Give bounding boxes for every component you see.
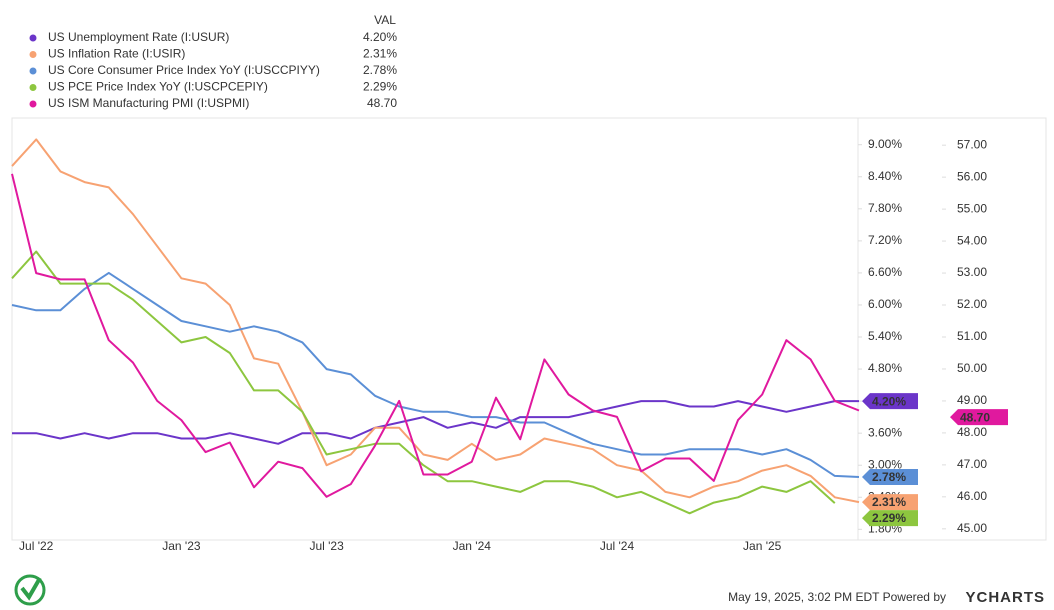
value-flag xyxy=(862,494,918,511)
x-tick-label: Jul '23 xyxy=(309,539,344,553)
legend-value: 2.31% xyxy=(363,47,397,61)
legend-label: US Inflation Rate (I:USIR) xyxy=(48,47,185,61)
value-flag xyxy=(862,393,918,410)
y2-tick-label: 54.00 xyxy=(957,233,987,247)
legend-value: 4.20% xyxy=(363,30,397,44)
x-tick-label: Jul '24 xyxy=(600,539,635,553)
y2-tick-label: 46.00 xyxy=(957,489,987,503)
y-tick-label: 4.80% xyxy=(868,361,902,375)
logo xyxy=(14,574,46,606)
series-line xyxy=(11,250,836,515)
legend-marker xyxy=(29,67,37,75)
value-flag-label: 48.70 xyxy=(960,410,990,424)
y-tick-label: 5.40% xyxy=(868,329,902,343)
series-line xyxy=(11,138,860,504)
footer: May 19, 2025, 3:02 PM EDT Powered by xyxy=(728,590,946,604)
legend-value: 2.29% xyxy=(363,80,397,94)
y-tick-label: 8.40% xyxy=(868,169,902,183)
y2-tick-label: 52.00 xyxy=(957,297,987,311)
legend-marker xyxy=(29,84,37,91)
plot-frame xyxy=(11,117,1047,541)
y-tick-label: 7.20% xyxy=(868,233,902,247)
x-tick-label: Jan '24 xyxy=(453,539,492,553)
value-flag-label: 2.29% xyxy=(872,511,906,525)
value-flag-label: 2.31% xyxy=(872,495,906,509)
x-tick-label: Jul '22 xyxy=(19,539,54,553)
y2-tick-label: 48.00 xyxy=(957,425,987,439)
y2-tick-label: 51.00 xyxy=(957,329,987,343)
y2-tick-label: 56.00 xyxy=(957,169,987,183)
legend-marker xyxy=(29,51,37,58)
x-tick-label: Jan '23 xyxy=(162,539,201,553)
legend-label: US PCE Price Index YoY (I:USCPCEPIY) xyxy=(48,80,268,94)
y-tick-label: 6.00% xyxy=(868,297,902,311)
y2-tick-label: 50.00 xyxy=(957,361,987,375)
y-tick-label: 3.00% xyxy=(868,457,902,471)
series-line xyxy=(11,271,860,478)
value-flag-label: 2.78% xyxy=(872,470,906,484)
y2-tick-label: 57.00 xyxy=(957,137,987,151)
value-flag xyxy=(862,468,918,485)
legend-label: US ISM Manufacturing PMI (I:USPMI) xyxy=(48,96,249,110)
y2-tick-label: 55.00 xyxy=(957,201,987,215)
y2-tick-label: 53.00 xyxy=(957,265,987,279)
x-tick-label: Jan '25 xyxy=(743,539,782,553)
brand: YCHARTS xyxy=(965,589,1045,606)
y2-tick-label: 47.00 xyxy=(957,457,987,471)
y2-tick-label: 45.00 xyxy=(957,521,987,535)
series-line xyxy=(12,400,859,445)
legend-header: VAL xyxy=(374,13,396,27)
legend-marker xyxy=(29,34,37,42)
series-line xyxy=(11,173,860,498)
value-flag xyxy=(862,510,918,527)
legend-marker xyxy=(29,100,37,108)
y-tick-label: 3.60% xyxy=(868,425,902,439)
y2-tick-label: 49.00 xyxy=(957,393,987,407)
legend-label: US Core Consumer Price Index YoY (I:USCC… xyxy=(48,63,320,77)
legend-value: 2.78% xyxy=(363,63,397,77)
y-tick-label: 6.60% xyxy=(868,265,902,279)
y-tick-label: 7.80% xyxy=(868,201,902,215)
value-flag-label: 4.20% xyxy=(872,394,906,408)
legend-label: US Unemployment Rate (I:USUR) xyxy=(48,30,229,44)
value-flag xyxy=(950,409,1008,426)
y-tick-label: 9.00% xyxy=(868,137,902,151)
legend-value: 48.70 xyxy=(367,96,397,110)
